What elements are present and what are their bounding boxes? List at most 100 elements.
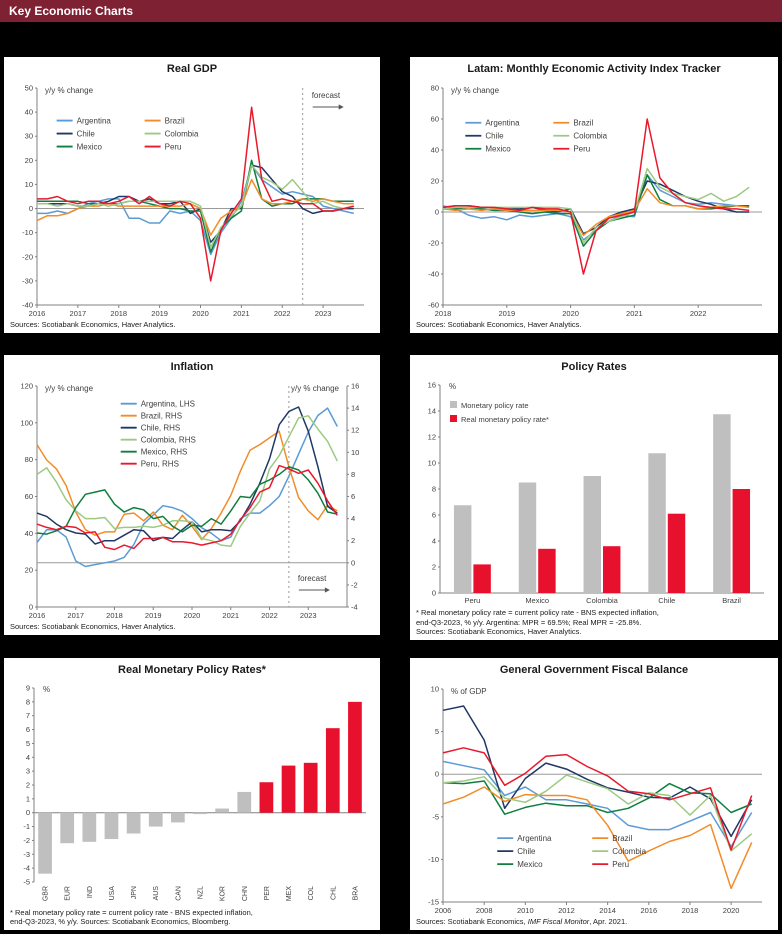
svg-text:2: 2 <box>351 536 355 545</box>
svg-text:%: % <box>43 685 50 694</box>
policy-rates-footnote: * Real monetary policy rate = current po… <box>416 607 659 637</box>
svg-text:JPN: JPN <box>131 886 138 899</box>
svg-text:Chile, RHS: Chile, RHS <box>141 423 181 432</box>
svg-text:16: 16 <box>351 382 359 391</box>
svg-text:2012: 2012 <box>558 906 575 915</box>
svg-text:Argentina: Argentina <box>77 116 112 125</box>
svg-text:forecast: forecast <box>298 574 327 583</box>
svg-text:5: 5 <box>26 739 30 748</box>
svg-text:0: 0 <box>29 204 33 213</box>
svg-text:CAN: CAN <box>175 886 182 901</box>
chart-title-real-gdp: Real GDP <box>166 63 218 75</box>
svg-text:5: 5 <box>435 727 439 736</box>
real-gdp-sources: Sources: Scotiabank Economics, Haver Ana… <box>10 320 176 330</box>
svg-text:2021: 2021 <box>233 309 250 318</box>
real-gdp-chart: -40 -30 -20 -10 0 10 20 30 40 50 2016 2017 2018 2019 2… <box>10 75 374 320</box>
fiscal-balance-panel: General Government Fiscal Balance -15 -10… <box>410 658 778 930</box>
svg-text:Real monetary policy rate*: Real monetary policy rate* <box>461 415 549 424</box>
svg-text:2010: 2010 <box>517 906 534 915</box>
activity-index-panel: Latam: Monthly Economic Activity Index T… <box>410 57 778 333</box>
svg-text:2018: 2018 <box>110 309 127 318</box>
sources-suffix: , Apr. 2021. <box>589 917 628 927</box>
svg-text:Peru: Peru <box>573 145 590 154</box>
svg-text:-20: -20 <box>22 252 33 261</box>
svg-text:GBR: GBR <box>43 886 50 901</box>
svg-text:CHN: CHN <box>242 886 249 901</box>
chart-title-real-policy-rates: Real Monetary Policy Rates* <box>118 664 266 676</box>
svg-text:-4: -4 <box>23 864 30 873</box>
svg-text:2023: 2023 <box>300 611 317 620</box>
svg-text:y/y % change: y/y % change <box>45 86 94 95</box>
svg-text:-60: -60 <box>428 301 439 310</box>
svg-text:2022: 2022 <box>690 309 707 318</box>
svg-text:2020: 2020 <box>192 309 209 318</box>
svg-text:2017: 2017 <box>67 611 84 620</box>
svg-text:0: 0 <box>432 589 436 598</box>
svg-text:forecast: forecast <box>312 91 341 100</box>
svg-text:CHL: CHL <box>330 886 337 900</box>
svg-text:80: 80 <box>25 455 33 464</box>
svg-text:Argentina: Argentina <box>485 119 520 128</box>
svg-text:EUR: EUR <box>65 886 72 901</box>
page-title: Key Economic Charts <box>9 4 134 18</box>
svg-text:COL: COL <box>308 886 315 901</box>
svg-text:-20: -20 <box>428 239 439 248</box>
svg-text:y/y % change: y/y % change <box>291 384 340 393</box>
svg-text:0: 0 <box>435 208 439 217</box>
svg-text:-1: -1 <box>23 822 30 831</box>
svg-text:2014: 2014 <box>599 906 616 915</box>
svg-text:2017: 2017 <box>70 309 87 318</box>
real-gdp-panel: Real GDP -40 -30 -20 -10 0 10 20 30 40 50 2016 2017… <box>4 57 380 333</box>
svg-text:120: 120 <box>20 382 33 391</box>
svg-text:20: 20 <box>25 566 33 575</box>
svg-text:Colombia: Colombia <box>573 132 607 141</box>
activity-index-chart: -60 -40 -20 0 20 40 60 80 2018 2019 2020 2021 2022 y/… <box>416 75 772 320</box>
svg-text:30: 30 <box>25 132 33 141</box>
svg-text:2019: 2019 <box>145 611 162 620</box>
svg-text:Mexico, RHS: Mexico, RHS <box>141 447 188 456</box>
svg-text:3: 3 <box>26 767 30 776</box>
svg-text:%: % <box>449 382 456 391</box>
svg-text:2020: 2020 <box>723 906 740 915</box>
svg-text:14: 14 <box>351 404 359 413</box>
svg-text:Chile: Chile <box>658 596 675 605</box>
svg-text:0: 0 <box>351 558 355 567</box>
svg-text:Mexico: Mexico <box>517 860 543 869</box>
svg-text:7: 7 <box>26 711 30 720</box>
svg-text:2008: 2008 <box>476 906 493 915</box>
svg-text:2: 2 <box>432 563 436 572</box>
svg-text:60: 60 <box>25 492 33 501</box>
svg-text:-10: -10 <box>22 228 33 237</box>
svg-text:% of GDP: % of GDP <box>451 687 487 696</box>
svg-text:6: 6 <box>351 492 355 501</box>
svg-text:12: 12 <box>351 426 359 435</box>
svg-text:-40: -40 <box>22 301 33 310</box>
svg-text:4: 4 <box>432 537 436 546</box>
svg-text:Argentina, LHS: Argentina, LHS <box>141 399 195 408</box>
svg-text:100: 100 <box>20 418 33 427</box>
svg-text:2006: 2006 <box>435 906 452 915</box>
svg-text:2021: 2021 <box>626 309 643 318</box>
svg-text:KOR: KOR <box>220 886 227 901</box>
svg-text:Peru: Peru <box>464 596 480 605</box>
svg-text:4: 4 <box>351 514 355 523</box>
svg-text:Mexico: Mexico <box>77 142 103 151</box>
svg-text:12: 12 <box>428 433 436 442</box>
svg-text:-5: -5 <box>23 878 30 887</box>
svg-text:40: 40 <box>25 529 33 538</box>
svg-text:Brazil: Brazil <box>612 834 632 843</box>
svg-text:2022: 2022 <box>274 309 291 318</box>
svg-text:Brazil: Brazil <box>722 596 741 605</box>
svg-text:AUS: AUS <box>153 886 160 901</box>
svg-text:-30: -30 <box>22 276 33 285</box>
svg-text:Brazil, RHS: Brazil, RHS <box>141 411 182 420</box>
svg-text:-5: -5 <box>432 812 439 821</box>
svg-text:6: 6 <box>432 511 436 520</box>
svg-text:-10: -10 <box>428 855 439 864</box>
svg-text:Mexico: Mexico <box>485 145 511 154</box>
svg-text:2022: 2022 <box>261 611 278 620</box>
chart-title-fiscal-balance: General Government Fiscal Balance <box>499 664 689 676</box>
svg-text:80: 80 <box>431 84 439 93</box>
svg-text:-15: -15 <box>428 898 439 907</box>
svg-text:10: 10 <box>431 685 439 694</box>
